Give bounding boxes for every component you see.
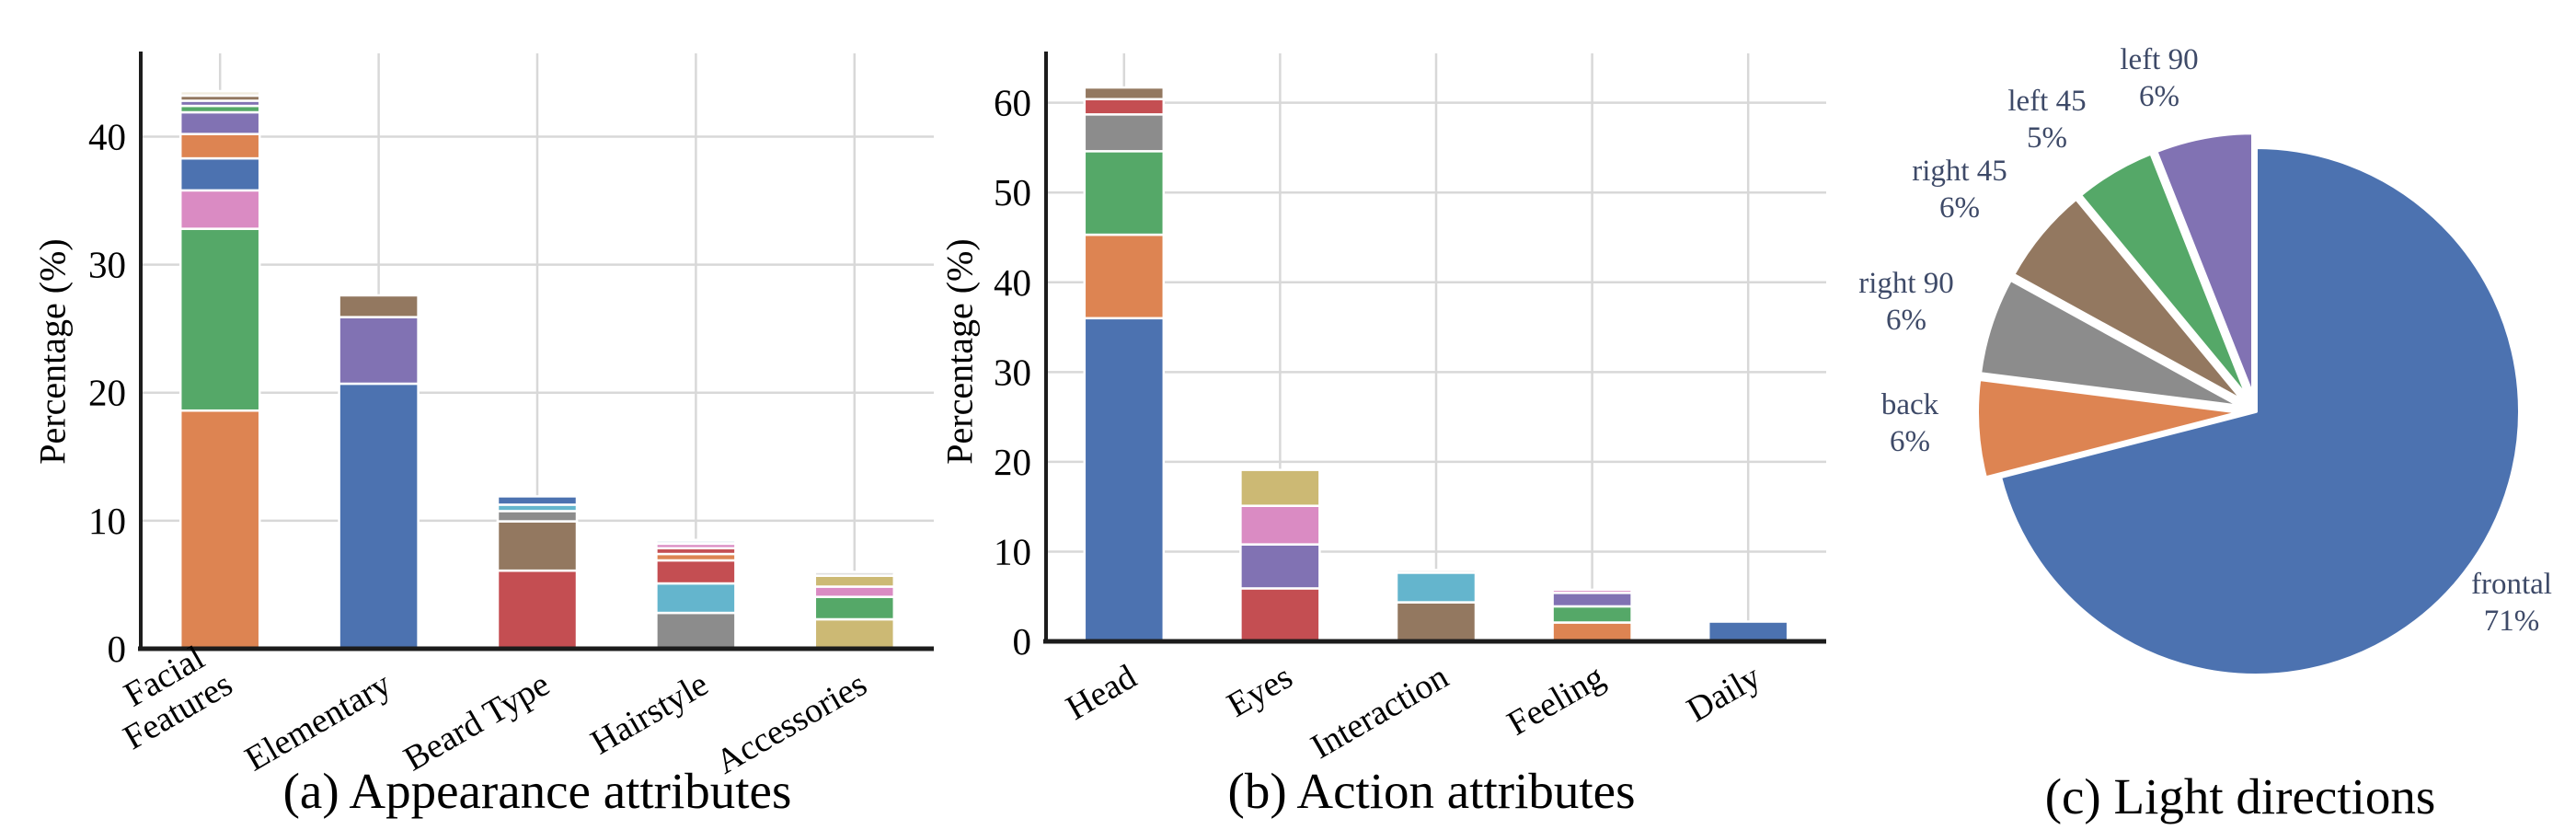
- x-tick-label: Interaction: [1305, 657, 1455, 767]
- bar-segment-cyan: [1395, 571, 1478, 604]
- bar-segment-blue: [1707, 620, 1789, 643]
- x-tick-label: Feeling: [1501, 657, 1611, 743]
- y-tick-label: 10: [994, 530, 1031, 572]
- pie-label-right-90: right 90 6%: [1858, 267, 1954, 337]
- y-tick-label: 40: [88, 115, 126, 157]
- caption-light-directions: (c) Light directions: [2044, 768, 2436, 824]
- bar-segment-pink: [813, 585, 896, 598]
- bar-action-4: [1707, 620, 1789, 643]
- bar-segment-blue: [496, 495, 579, 506]
- bar-appearance-0: [178, 89, 261, 651]
- bar-segment-pink: [178, 189, 261, 230]
- pie-slice-frontal: [1998, 145, 2523, 677]
- pie-label-left-45: left 45 5%: [2007, 85, 2086, 155]
- pie-label-right-45: right 45 6%: [1912, 155, 2007, 225]
- bar-segment-orange: [178, 409, 261, 651]
- y-tick-label: 40: [994, 261, 1031, 304]
- bar-appearance-3: [655, 538, 737, 651]
- x-tick-label: Head: [1060, 657, 1143, 727]
- bar-segment-gray: [655, 611, 737, 651]
- y-axis-label-action: Percentage (%): [938, 238, 981, 465]
- bar-segment-green: [1551, 605, 1633, 624]
- bar-segment-gray: [1083, 113, 1166, 153]
- bar-segment-gray: [496, 510, 579, 523]
- y-tick-label: 0: [108, 628, 127, 670]
- bar-segment-red: [1083, 98, 1166, 116]
- bar-segment-orange: [1551, 621, 1633, 643]
- x-tick-label: Daily: [1681, 657, 1767, 730]
- bar-segment-khaki: [1239, 468, 1321, 507]
- bar-appearance-2: [496, 495, 579, 651]
- bar-action-1: [1239, 468, 1321, 643]
- bar-segment-blue: [1083, 317, 1166, 643]
- y-axis-label-appearance: Percentage (%): [31, 238, 74, 465]
- y-tick-label: 60: [994, 82, 1031, 124]
- y-tick-label: 50: [994, 171, 1031, 213]
- pie-slice-left-90: [2154, 131, 2255, 399]
- panel-action-chart: 0 10 20 30 40 50 60 Head Eyes Interaction Feeling D…: [994, 52, 1826, 767]
- bar-segment-purple: [178, 110, 261, 135]
- bar-segment-purple: [1239, 543, 1321, 590]
- bar-segment-brown: [1083, 86, 1166, 101]
- caption-appearance-attributes: (a) Appearance attributes: [282, 763, 792, 819]
- y-tick-label: 20: [994, 441, 1031, 483]
- pie-label-left-90: left 90 6%: [2120, 43, 2198, 113]
- bar-segment-red: [1239, 587, 1321, 643]
- bar-segment-orange: [1083, 233, 1166, 320]
- bar-segment-green: [178, 227, 261, 412]
- bar-segment-brown: [496, 520, 579, 572]
- bar-segment-khaki: [813, 617, 896, 651]
- pie-label-back: back 6%: [1881, 388, 1939, 458]
- bar-segment-blue: [338, 382, 420, 651]
- pie-slice-back: [1975, 377, 2244, 480]
- bar-segment-cream: [178, 89, 261, 98]
- pie-label-frontal: frontal 71%: [2471, 568, 2552, 638]
- bar-segment-brown: [338, 294, 420, 318]
- bar-segment-cyan: [655, 582, 737, 615]
- bar-segment-pale_blue: [655, 538, 737, 546]
- bar-segment-pink: [1551, 588, 1633, 594]
- bar-segment-light_gray: [1395, 569, 1478, 574]
- y-tick-label: 20: [88, 372, 126, 414]
- bar-segment-light_gray: [813, 571, 896, 577]
- bar-segment-purple: [338, 316, 420, 386]
- bar-segment-green: [813, 595, 896, 621]
- bar-segment-red: [496, 569, 579, 651]
- pie-slice-right-45: [2011, 196, 2247, 404]
- y-tick-label: 30: [88, 244, 126, 286]
- panel-light-directions-pie: frontal 71%back 6%right 90 6%right 45 6%left…: [1858, 43, 2552, 677]
- bar-action-3: [1551, 588, 1633, 643]
- bar-segment-red: [655, 559, 737, 585]
- bar-segment-green: [1083, 150, 1166, 236]
- bar-action-0: [1083, 86, 1166, 643]
- bar-segment-orange: [178, 133, 261, 160]
- caption-action-attributes: (b) Action attributes: [1227, 763, 1636, 819]
- bar-appearance-4: [813, 571, 896, 651]
- bar-appearance-1: [338, 294, 420, 651]
- bar-segment-blue: [178, 156, 261, 192]
- x-tick-label: Hairstyle: [584, 664, 715, 762]
- bar-segment-purple: [1551, 592, 1633, 608]
- bar-segment-pink: [1239, 504, 1321, 546]
- bar-segment-khaki: [813, 574, 896, 588]
- bar-action-2: [1395, 569, 1478, 643]
- pie-slice-left-45: [2077, 151, 2250, 401]
- x-tick-label: Eyes: [1221, 657, 1299, 724]
- y-tick-label: 10: [88, 500, 126, 542]
- bar-segment-brown: [1395, 601, 1478, 643]
- pie-slice-right-90: [1978, 277, 2244, 409]
- y-tick-label: 0: [1013, 620, 1032, 663]
- y-tick-label: 30: [994, 351, 1031, 393]
